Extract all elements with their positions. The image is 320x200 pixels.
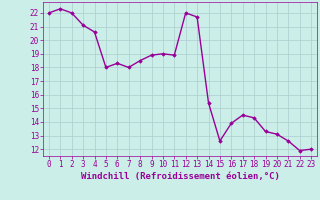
X-axis label: Windchill (Refroidissement éolien,°C): Windchill (Refroidissement éolien,°C)	[81, 172, 279, 181]
